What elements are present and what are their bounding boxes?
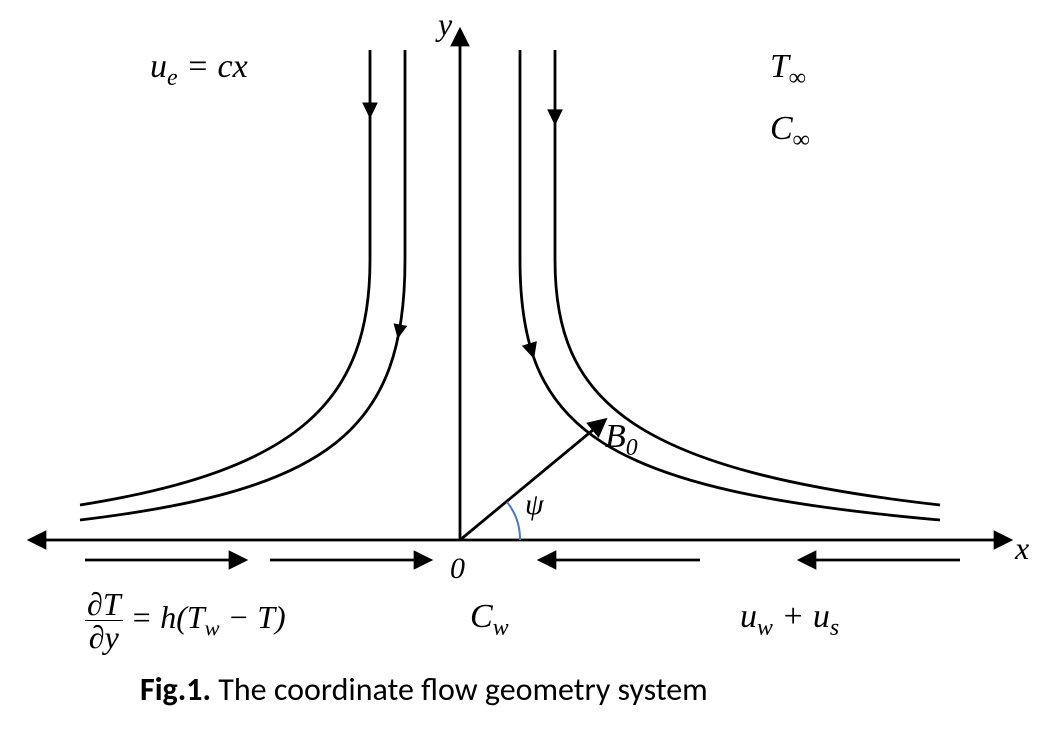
label-T-infinity: T∞ <box>770 48 806 92</box>
streamlines-group <box>80 50 940 520</box>
label-psi: ψ <box>525 488 544 522</box>
psi-angle-arc <box>507 502 520 540</box>
label-origin: 0 <box>450 552 465 586</box>
label-ue: ue = cx <box>150 48 248 92</box>
streamline-1 <box>80 50 405 520</box>
streamline-0 <box>80 50 370 505</box>
label-C-infinity: C∞ <box>770 110 810 154</box>
b0-vector-group <box>460 420 605 540</box>
label-Cw: Cw <box>470 598 509 642</box>
label-x-axis: x <box>1015 530 1029 567</box>
streamline-arrow-1 <box>394 323 408 338</box>
streamline-arrow-2 <box>547 109 563 125</box>
label-B0: B0 <box>605 418 638 462</box>
figure-caption: Fig.1. The coordinate flow geometry syst… <box>140 670 708 709</box>
label-boundary-condition: ∂T∂y = h(Tw − T) <box>85 588 286 653</box>
b0-vector <box>460 420 605 540</box>
streamline-3 <box>520 50 940 520</box>
label-uw-plus-us: uw + us <box>740 598 839 642</box>
streamline-arrow-0 <box>362 103 378 119</box>
label-y-axis: y <box>438 6 452 43</box>
